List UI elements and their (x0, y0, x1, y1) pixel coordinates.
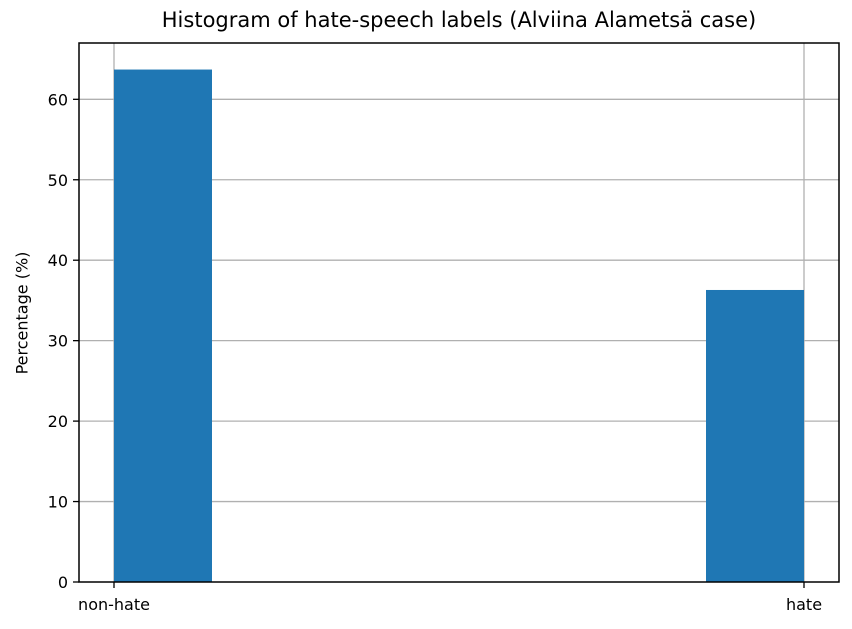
bar-layer (114, 69, 804, 583)
chart-title: Histogram of hate-speech labels (Alviina… (161, 8, 757, 32)
x-tick-label: non-hate (78, 595, 150, 614)
y-tick-label: 50 (48, 171, 68, 190)
y-tick-label: 30 (48, 332, 68, 351)
axes-frame (78, 42, 840, 583)
y-tick-label: 60 (48, 90, 68, 109)
y-tick-label: 40 (48, 251, 68, 270)
bar-hate (706, 289, 804, 582)
y-tick-label: 0 (58, 573, 68, 592)
axis-layer: 0 10 20 30 40 50 60 non-hate hate (48, 42, 840, 614)
bar-non-hate (114, 69, 212, 583)
y-tick-label: 10 (48, 493, 68, 512)
x-tick-label: hate (786, 595, 822, 614)
y-tick-label: 20 (48, 412, 68, 431)
